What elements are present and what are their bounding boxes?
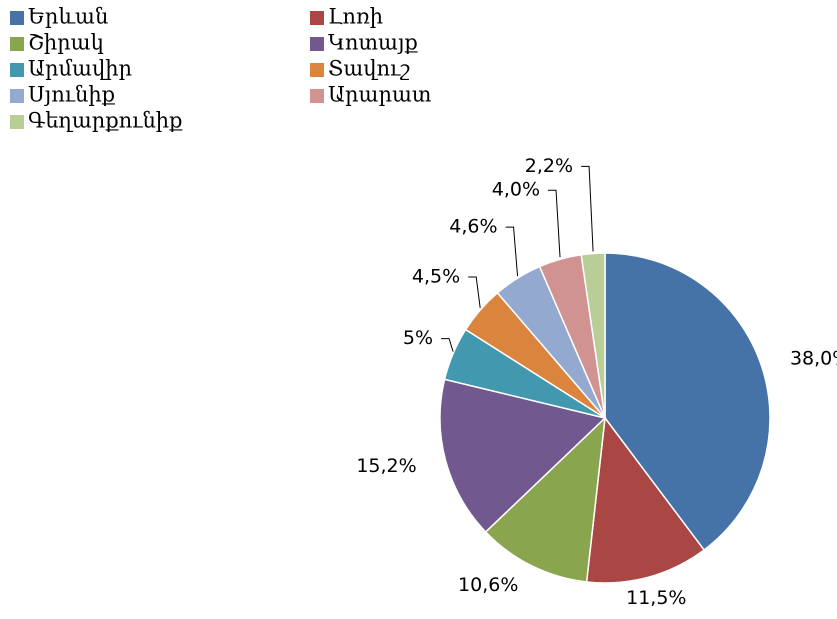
legend-label: Արարատ — [328, 83, 431, 107]
legend-label: Սյունիք — [28, 83, 116, 107]
legend-swatch — [10, 89, 24, 103]
pie-slice — [604, 252, 771, 551]
legend-label: Երևան — [28, 5, 108, 29]
data-label: 38,0% — [790, 347, 837, 369]
data-label: 15,2% — [356, 455, 416, 477]
data-label: 4,5% — [412, 266, 460, 288]
pie-slice — [439, 378, 607, 534]
leader-line — [548, 189, 561, 258]
data-label: 5% — [403, 327, 433, 349]
leader-line — [505, 226, 519, 277]
pie-slice — [580, 252, 606, 419]
legend-swatch — [10, 11, 24, 25]
leader-line — [468, 276, 481, 309]
legend-label: Շիրակ — [28, 31, 104, 55]
legend-swatch — [310, 37, 324, 51]
legend-swatch — [10, 115, 24, 129]
leader-line — [581, 165, 594, 252]
legend-swatch — [310, 63, 324, 77]
legend-label: Գեղարքունիք — [28, 109, 183, 133]
legend-swatch — [10, 63, 24, 77]
pie-slice — [585, 416, 706, 584]
legend-swatch — [310, 11, 324, 25]
legend-swatch — [10, 37, 24, 51]
pie-slice — [484, 416, 606, 583]
legend-swatch — [310, 89, 324, 103]
data-label: 11,5% — [626, 587, 686, 609]
data-label: 4,0% — [492, 179, 540, 201]
data-label: 4,6% — [449, 216, 497, 238]
legend-label: Լոռի — [328, 5, 383, 29]
data-label: 2,2% — [525, 155, 573, 177]
data-label: 10,6% — [458, 574, 518, 596]
legend-label: Տավուշ — [328, 57, 410, 81]
legend-label: Կոտայք — [328, 31, 418, 55]
leader-line — [441, 338, 454, 352]
legend-label: Արմավիր — [28, 57, 132, 81]
